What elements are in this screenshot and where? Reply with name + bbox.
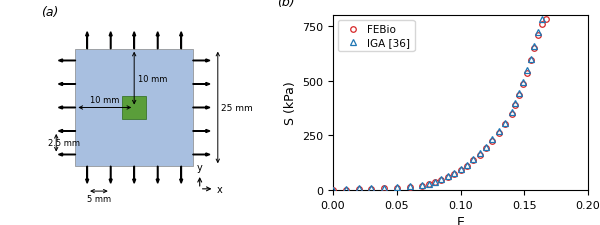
FEBio	[535, 34, 542, 37]
FEBio	[482, 147, 490, 150]
Y-axis label: S (kPa): S (kPa)	[284, 81, 296, 125]
FancyArrow shape	[133, 166, 136, 183]
FancyArrow shape	[193, 106, 210, 109]
FEBio	[342, 188, 349, 191]
Text: 10 mm: 10 mm	[90, 96, 119, 105]
FEBio	[515, 94, 523, 97]
FancyArrow shape	[193, 60, 210, 63]
FancyArrow shape	[58, 83, 76, 86]
FEBio	[512, 104, 519, 107]
FEBio	[431, 181, 439, 184]
IGA [36]	[425, 183, 432, 185]
FEBio	[489, 140, 496, 142]
IGA [36]	[512, 102, 519, 105]
FEBio	[520, 84, 527, 86]
Bar	[122, 96, 146, 120]
FancyArrow shape	[193, 130, 210, 133]
IGA [36]	[419, 184, 426, 187]
IGA [36]	[476, 152, 483, 155]
FEBio	[495, 132, 502, 134]
FEBio	[444, 176, 451, 179]
FEBio	[380, 187, 388, 190]
IGA [36]	[523, 70, 530, 72]
IGA [36]	[451, 172, 458, 174]
IGA [36]	[393, 186, 400, 188]
IGA [36]	[489, 138, 496, 141]
FEBio	[539, 23, 546, 26]
IGA [36]	[470, 158, 477, 161]
Text: x: x	[217, 184, 223, 194]
FancyArrow shape	[133, 33, 136, 50]
Text: 5 mm: 5 mm	[87, 195, 111, 204]
FEBio	[406, 186, 413, 189]
FEBio	[368, 188, 375, 190]
FEBio	[463, 165, 470, 167]
IGA [36]	[463, 164, 470, 166]
Text: 2.5 mm: 2.5 mm	[49, 139, 80, 148]
FEBio	[425, 183, 432, 186]
IGA [36]	[531, 45, 538, 48]
IGA [36]	[380, 186, 388, 189]
FEBio	[476, 153, 483, 156]
FEBio	[419, 185, 426, 188]
FancyArrow shape	[180, 33, 182, 50]
FancyArrow shape	[193, 153, 210, 156]
X-axis label: E: E	[457, 215, 464, 225]
IGA [36]	[515, 92, 523, 94]
IGA [36]	[368, 187, 375, 189]
FEBio	[502, 123, 509, 126]
IGA [36]	[502, 122, 509, 124]
IGA [36]	[535, 32, 542, 34]
Text: (b): (b)	[277, 0, 295, 9]
FEBio	[355, 188, 362, 191]
FancyArrow shape	[86, 166, 89, 183]
FEBio	[531, 47, 538, 50]
IGA [36]	[482, 146, 490, 148]
Text: 25 mm: 25 mm	[221, 104, 252, 112]
IGA [36]	[431, 180, 439, 183]
IGA [36]	[355, 187, 362, 190]
Text: (a): (a)	[41, 6, 59, 19]
FEBio	[329, 189, 337, 191]
FancyArrow shape	[180, 166, 182, 183]
IGA [36]	[438, 178, 445, 181]
FancyArrow shape	[193, 83, 210, 86]
IGA [36]	[539, 18, 546, 21]
IGA [36]	[508, 111, 515, 114]
FEBio	[438, 179, 445, 182]
Text: 10 mm: 10 mm	[137, 74, 167, 83]
FancyArrow shape	[156, 166, 159, 183]
Text: y: y	[197, 162, 203, 172]
FancyArrow shape	[86, 33, 89, 50]
IGA [36]	[444, 175, 451, 178]
IGA [36]	[406, 185, 413, 188]
FEBio	[451, 173, 458, 176]
IGA [36]	[527, 58, 534, 61]
IGA [36]	[495, 130, 502, 133]
FEBio	[457, 169, 464, 172]
IGA [36]	[542, 10, 550, 13]
FEBio	[508, 113, 515, 116]
FancyArrow shape	[109, 166, 112, 183]
FEBio	[527, 60, 534, 62]
FancyArrow shape	[58, 106, 76, 109]
IGA [36]	[329, 188, 337, 191]
FancyArrow shape	[58, 60, 76, 63]
Line: FEBio: FEBio	[330, 17, 549, 193]
FEBio	[470, 159, 477, 162]
IGA [36]	[342, 188, 349, 190]
FEBio	[542, 19, 550, 21]
IGA [36]	[520, 81, 527, 83]
FEBio	[523, 72, 530, 75]
IGA [36]	[457, 168, 464, 171]
Bar	[76, 50, 193, 166]
FEBio	[393, 187, 400, 189]
FancyArrow shape	[156, 33, 159, 50]
Line: IGA [36]: IGA [36]	[330, 9, 549, 192]
Legend: FEBio, IGA [36]: FEBio, IGA [36]	[338, 21, 415, 52]
FancyArrow shape	[109, 33, 112, 50]
FancyArrow shape	[58, 130, 76, 133]
FancyArrow shape	[58, 153, 76, 156]
